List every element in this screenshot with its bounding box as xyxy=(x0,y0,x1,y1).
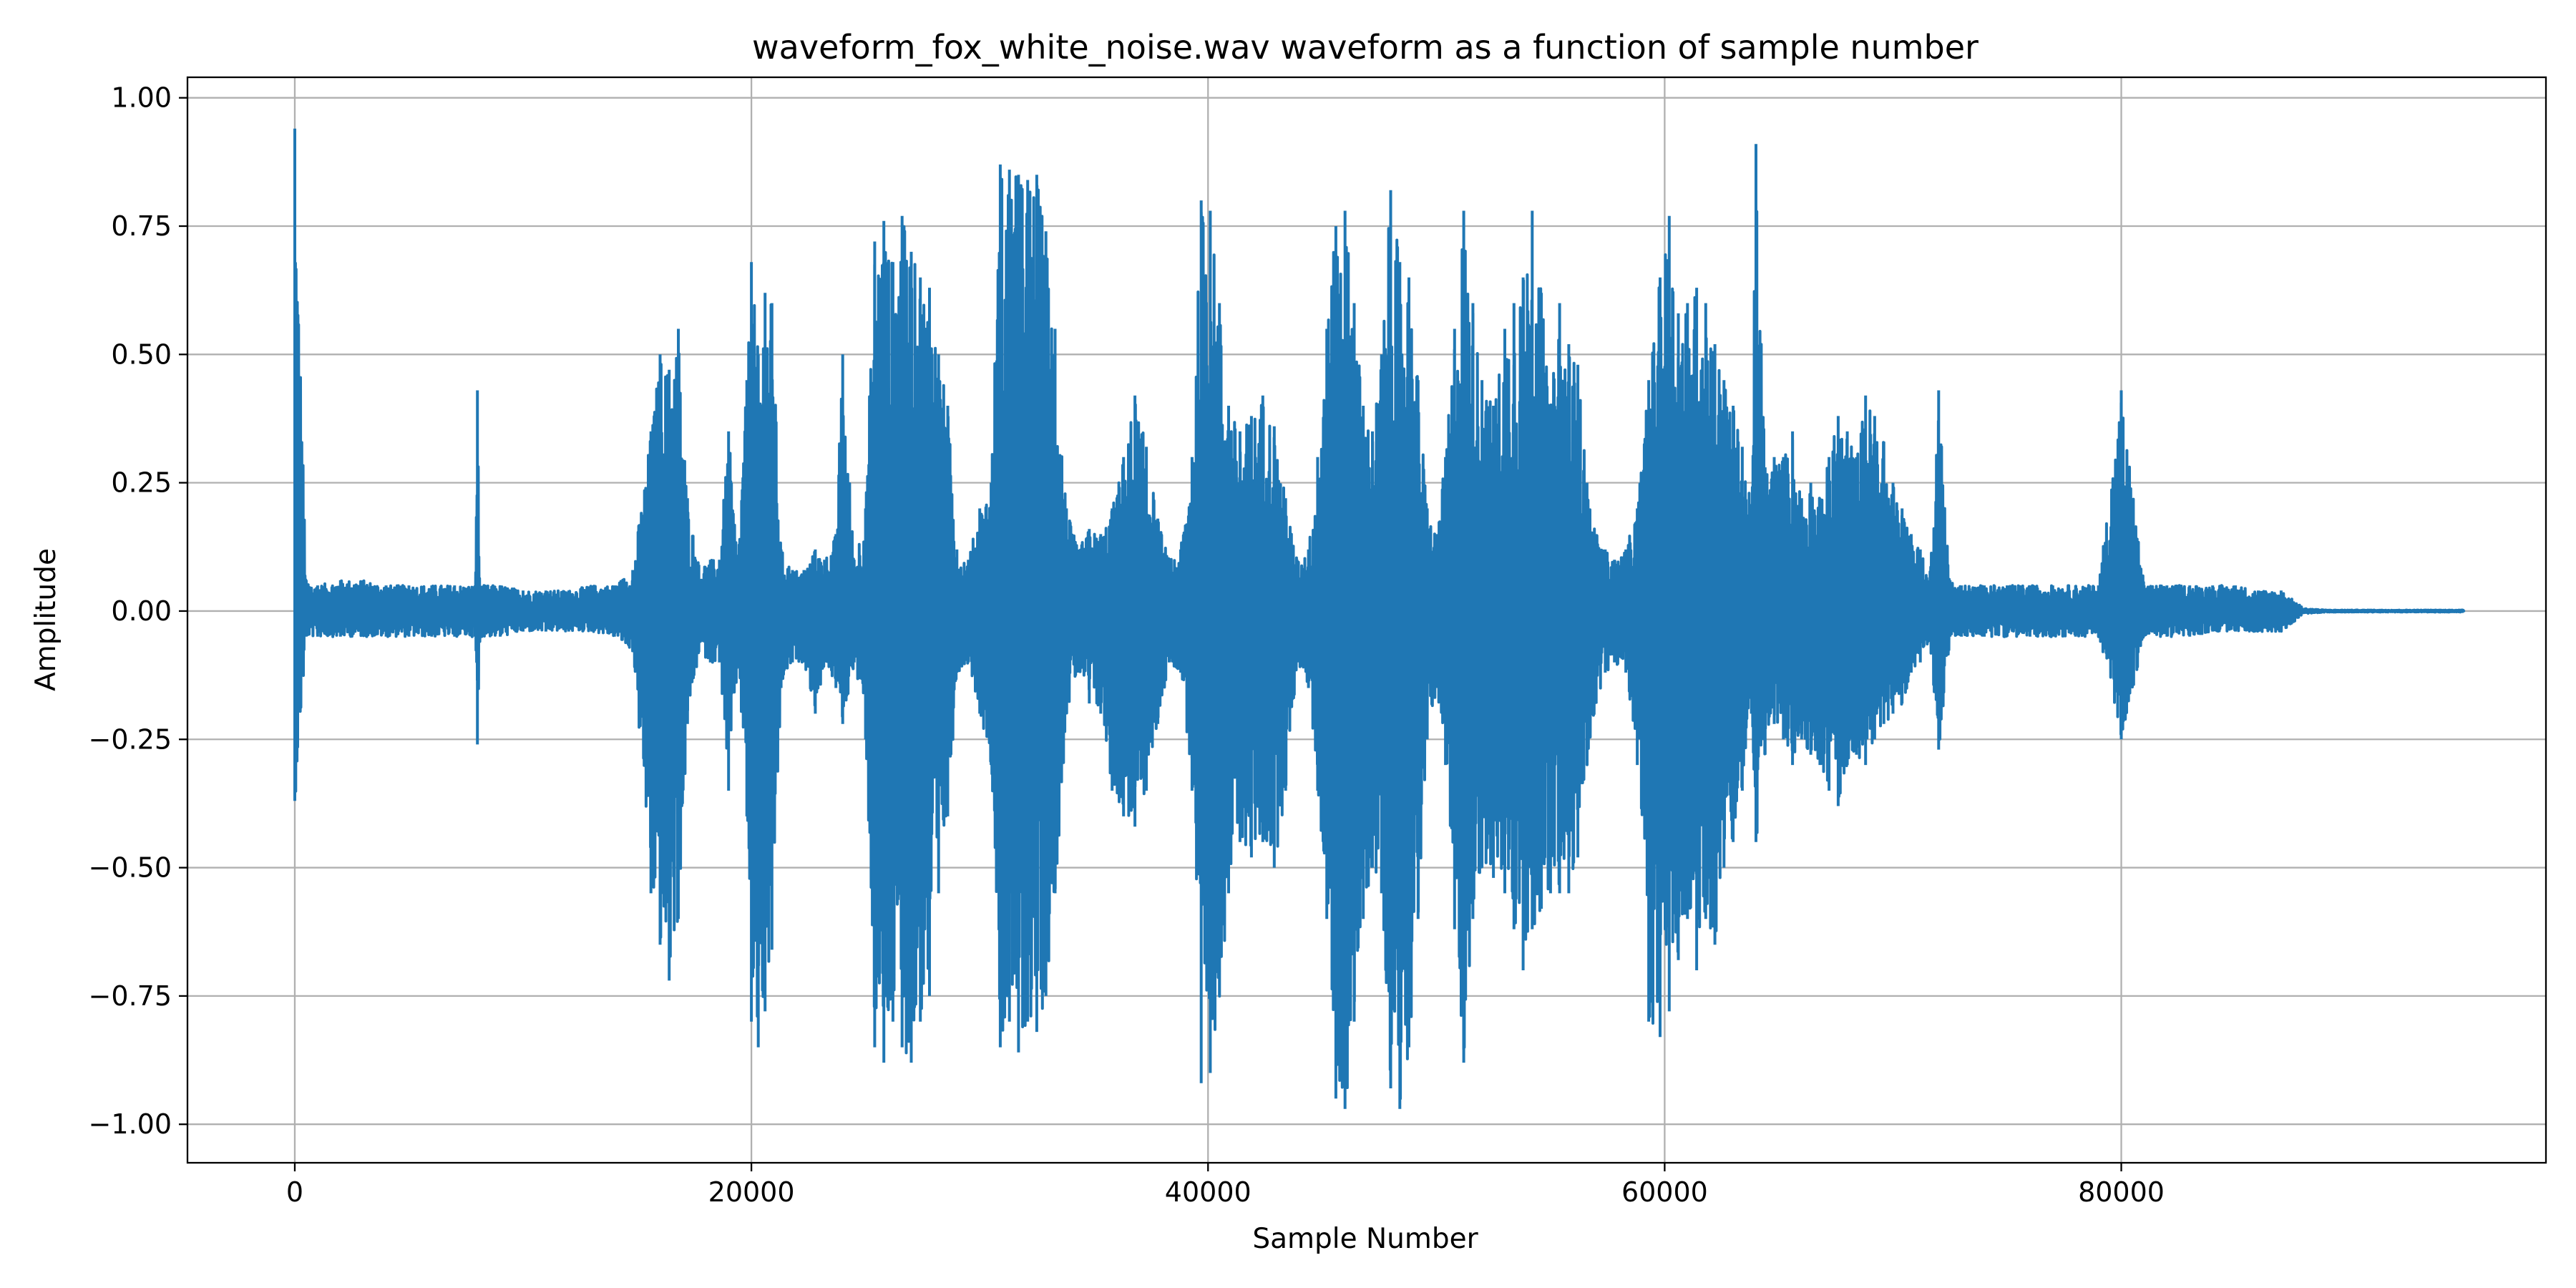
x-axis-label: Sample Number xyxy=(1252,1223,1478,1255)
y-tick-label: 1.00 xyxy=(111,82,172,114)
y-tick-label: −0.75 xyxy=(89,980,172,1012)
x-tick-label: 40000 xyxy=(1165,1176,1252,1208)
y-tick-label: −1.00 xyxy=(89,1108,172,1140)
waveform-line xyxy=(293,128,2466,1109)
y-tick-label: −0.50 xyxy=(89,852,172,884)
y-axis-label: Amplitude xyxy=(30,548,62,691)
waveform-series xyxy=(293,128,2466,1109)
y-tick-label: 0.75 xyxy=(111,210,172,242)
x-tick-label: 0 xyxy=(286,1176,303,1208)
chart-title: waveform_fox_white_noise.wav waveform as… xyxy=(752,28,1979,67)
x-tick-label: 60000 xyxy=(1621,1176,1708,1208)
y-tick-label: 0.50 xyxy=(111,338,172,370)
y-tick-label: −0.25 xyxy=(89,723,172,755)
x-tick-label: 80000 xyxy=(2078,1176,2165,1208)
x-tick-label: 20000 xyxy=(708,1176,795,1208)
plot-frame xyxy=(186,76,2547,1164)
axis-ticks: 0 20000 40000 60000 80000 1.00 0.75 0.50 0.25 0.0… xyxy=(89,82,2165,1208)
y-tick-label: 0.00 xyxy=(111,595,172,627)
y-tick-label: 0.25 xyxy=(111,467,172,499)
